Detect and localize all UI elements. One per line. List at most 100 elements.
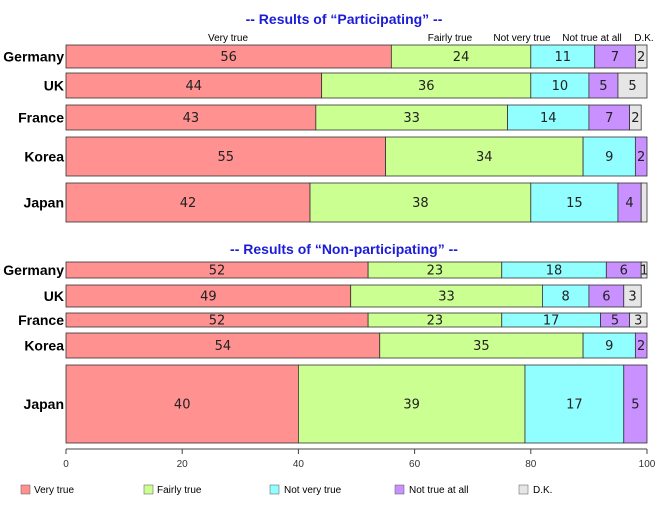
data-label: 40	[174, 398, 191, 413]
data-label: 5	[611, 314, 619, 329]
data-label: 23	[427, 264, 444, 279]
bar-segment-not-very-true	[530, 72, 590, 99]
data-label: 39	[403, 398, 420, 413]
data-label: 14	[540, 111, 557, 126]
data-label: 33	[438, 290, 455, 305]
bar-segment-dk	[629, 104, 642, 131]
bar-segment-not-true-at-all	[634, 332, 648, 359]
bar-segment-dk	[640, 182, 648, 223]
column-header-not-true-at-all: Not true at all	[562, 33, 621, 44]
bar-segment-fairly-true	[309, 182, 532, 223]
column-header-very-true: Very true	[208, 33, 248, 44]
data-label: 35	[473, 339, 490, 354]
data-label: 5	[631, 398, 639, 413]
data-label: 2	[637, 339, 645, 354]
data-label: 18	[546, 264, 563, 279]
data-label: 2	[637, 150, 645, 165]
bar-segment-not-true-at-all	[623, 364, 648, 444]
row-label-japan: Japan	[24, 396, 64, 412]
bar-segment-very-true	[65, 72, 323, 99]
bar-segment-not-true-at-all	[588, 72, 619, 99]
bar-segment-not-true-at-all	[634, 136, 648, 177]
data-label: 38	[412, 196, 429, 211]
data-label: 44	[186, 79, 203, 94]
data-label: 4	[625, 196, 633, 211]
bar-segment-not-very-true	[530, 182, 619, 223]
legend-swatch-not-true-at-all	[394, 484, 405, 495]
data-label: 5	[628, 79, 636, 94]
data-label: 6	[620, 264, 628, 279]
bar-segment-dk	[634, 44, 648, 69]
data-label: 8	[562, 290, 570, 305]
data-label: 56	[220, 50, 237, 65]
column-header-fairly-true: Fairly true	[428, 33, 473, 44]
column-header-not-very-true: Not very true	[493, 33, 551, 44]
legend-label-not-very-true: Not very true	[284, 485, 342, 496]
bar-segment-very-true	[65, 182, 311, 223]
bar-segment-dk	[617, 72, 648, 99]
data-label: 23	[427, 314, 444, 329]
legend-label-not-true-at-all: Not true at all	[409, 485, 468, 496]
bar-segment-fairly-true	[315, 104, 508, 131]
x-tick-label: 0	[63, 459, 69, 470]
legend-swatch-dk	[518, 484, 529, 495]
x-tick-label: 100	[639, 459, 656, 470]
bar-segment-very-true	[65, 104, 317, 131]
legend-swatch-not-very-true	[269, 484, 280, 495]
panel-title-participating: -- Results of “Participating” --	[246, 11, 443, 27]
data-label: 17	[543, 314, 560, 329]
row-label-korea: Korea	[24, 149, 64, 165]
data-label: 49	[200, 290, 217, 305]
data-label: 15	[566, 196, 583, 211]
legend-label-fairly-true: Fairly true	[157, 485, 202, 496]
bar-segment-not-very-true	[524, 364, 625, 444]
x-tick-label: 20	[177, 459, 189, 470]
data-label: 10	[552, 79, 569, 94]
data-label: 33	[403, 111, 420, 126]
data-label: 55	[218, 150, 235, 165]
legend-swatch-very-true	[20, 484, 31, 495]
data-label: 52	[209, 264, 226, 279]
x-tick-label: 80	[525, 459, 537, 470]
data-label: 9	[605, 150, 613, 165]
bar-segment-dk	[629, 312, 648, 328]
bar-segment-dk	[623, 284, 642, 308]
data-label: 52	[209, 314, 226, 329]
data-label: 3	[628, 290, 636, 305]
row-label-uk: UK	[44, 78, 64, 94]
data-label: 9	[605, 339, 613, 354]
bar-segment-fairly-true	[297, 364, 526, 444]
data-label: 17	[566, 398, 583, 413]
bar-segment-very-true	[65, 364, 299, 444]
data-label: 34	[476, 150, 493, 165]
row-label-france: France	[18, 312, 64, 328]
bar-segment-dk	[640, 261, 648, 279]
data-label: 2	[631, 111, 639, 126]
x-tick-label: 40	[293, 459, 305, 470]
row-label-japan: Japan	[24, 195, 64, 211]
data-label: 6	[602, 290, 610, 305]
row-label-korea: Korea	[24, 338, 64, 354]
row-label-germany: Germany	[3, 262, 64, 278]
row-label-france: France	[18, 110, 64, 126]
data-label: 2	[637, 50, 645, 65]
legend-label-dk: D.K.	[533, 485, 552, 496]
x-axis: 0 20 40 60 80 100	[63, 448, 656, 470]
data-label: 11	[554, 50, 571, 65]
data-label: 7	[611, 50, 619, 65]
legend: Very true Fairly true Not very true Not …	[20, 484, 552, 496]
data-label: 1	[640, 264, 648, 279]
data-label: 5	[599, 79, 607, 94]
data-label: 24	[453, 50, 470, 65]
data-label: 7	[605, 111, 613, 126]
bar-segment-not-true-at-all	[588, 104, 630, 131]
bar-segment-fairly-true	[321, 72, 532, 99]
panel-title-non-participating: -- Results of “Non-participating” --	[230, 241, 458, 257]
data-label: 54	[215, 339, 232, 354]
data-label: 43	[183, 111, 200, 126]
row-label-uk: UK	[44, 288, 64, 304]
bar-segment-very-true	[65, 136, 386, 177]
bar-segment-not-very-true	[507, 104, 590, 131]
